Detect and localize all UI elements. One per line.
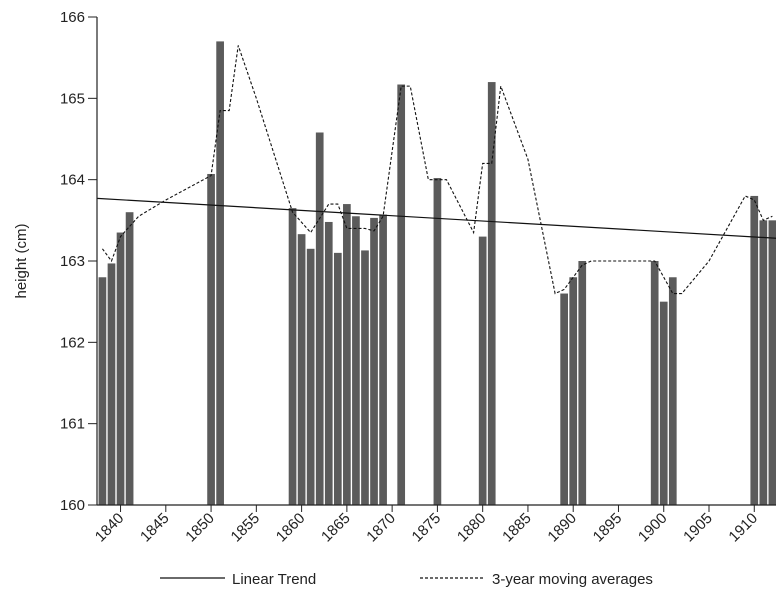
y-tick-label: 160 xyxy=(60,497,85,514)
bar xyxy=(315,132,324,505)
bar xyxy=(98,277,107,505)
y-tick-label: 162 xyxy=(60,334,85,351)
x-tick-label: 1855 xyxy=(228,510,264,546)
x-tick-label: 1885 xyxy=(499,510,535,546)
x-tick-label: 1890 xyxy=(544,510,580,546)
x-tick-label: 1905 xyxy=(680,510,716,546)
bar xyxy=(352,216,360,505)
y-tick-label: 166 xyxy=(60,9,85,26)
y-tick-label: 163 xyxy=(60,253,85,270)
bar xyxy=(759,220,768,506)
bar xyxy=(560,293,568,505)
bar xyxy=(306,248,315,506)
bar xyxy=(297,234,306,505)
y-axis-label: height (cm) xyxy=(13,223,30,298)
bar xyxy=(487,82,496,506)
x-tick-label: 1875 xyxy=(409,510,445,546)
x-tick-label: 1900 xyxy=(635,510,671,546)
bar xyxy=(569,277,578,505)
y-tick-label: 161 xyxy=(60,416,85,433)
bar xyxy=(116,232,125,506)
bar xyxy=(768,220,776,506)
bar xyxy=(343,204,351,506)
bar xyxy=(478,236,487,505)
bar xyxy=(288,208,297,505)
bar xyxy=(668,277,677,505)
bar xyxy=(207,173,215,505)
bar xyxy=(578,261,587,505)
bar xyxy=(650,261,659,505)
x-tick-label: 1850 xyxy=(182,510,218,546)
x-tick-label: 1910 xyxy=(725,510,761,546)
line xyxy=(96,197,776,239)
bar xyxy=(361,250,369,505)
bar xyxy=(370,217,378,506)
x-tick-label: 1865 xyxy=(318,510,354,546)
line xyxy=(101,45,773,295)
x-tick-label: 1860 xyxy=(273,510,309,546)
y-tick-label: 164 xyxy=(60,172,85,189)
x-tick-label: 1880 xyxy=(454,510,490,546)
bar xyxy=(107,263,116,505)
bar xyxy=(379,214,387,505)
y-tick-label: 165 xyxy=(60,90,85,107)
bar xyxy=(333,252,342,505)
legend-label: 3-year moving averages xyxy=(492,571,653,588)
legend-label: Linear Trend xyxy=(232,571,316,588)
x-tick-label: 1870 xyxy=(363,510,399,546)
bar xyxy=(750,195,759,505)
bar xyxy=(433,178,442,506)
bar xyxy=(659,301,668,505)
bar xyxy=(397,84,406,506)
bar xyxy=(125,212,134,505)
x-tick-label: 1895 xyxy=(590,510,626,546)
x-tick-label: 1845 xyxy=(137,510,173,546)
bar xyxy=(216,41,224,506)
x-tick-label: 1840 xyxy=(92,510,128,546)
bar xyxy=(324,221,333,505)
